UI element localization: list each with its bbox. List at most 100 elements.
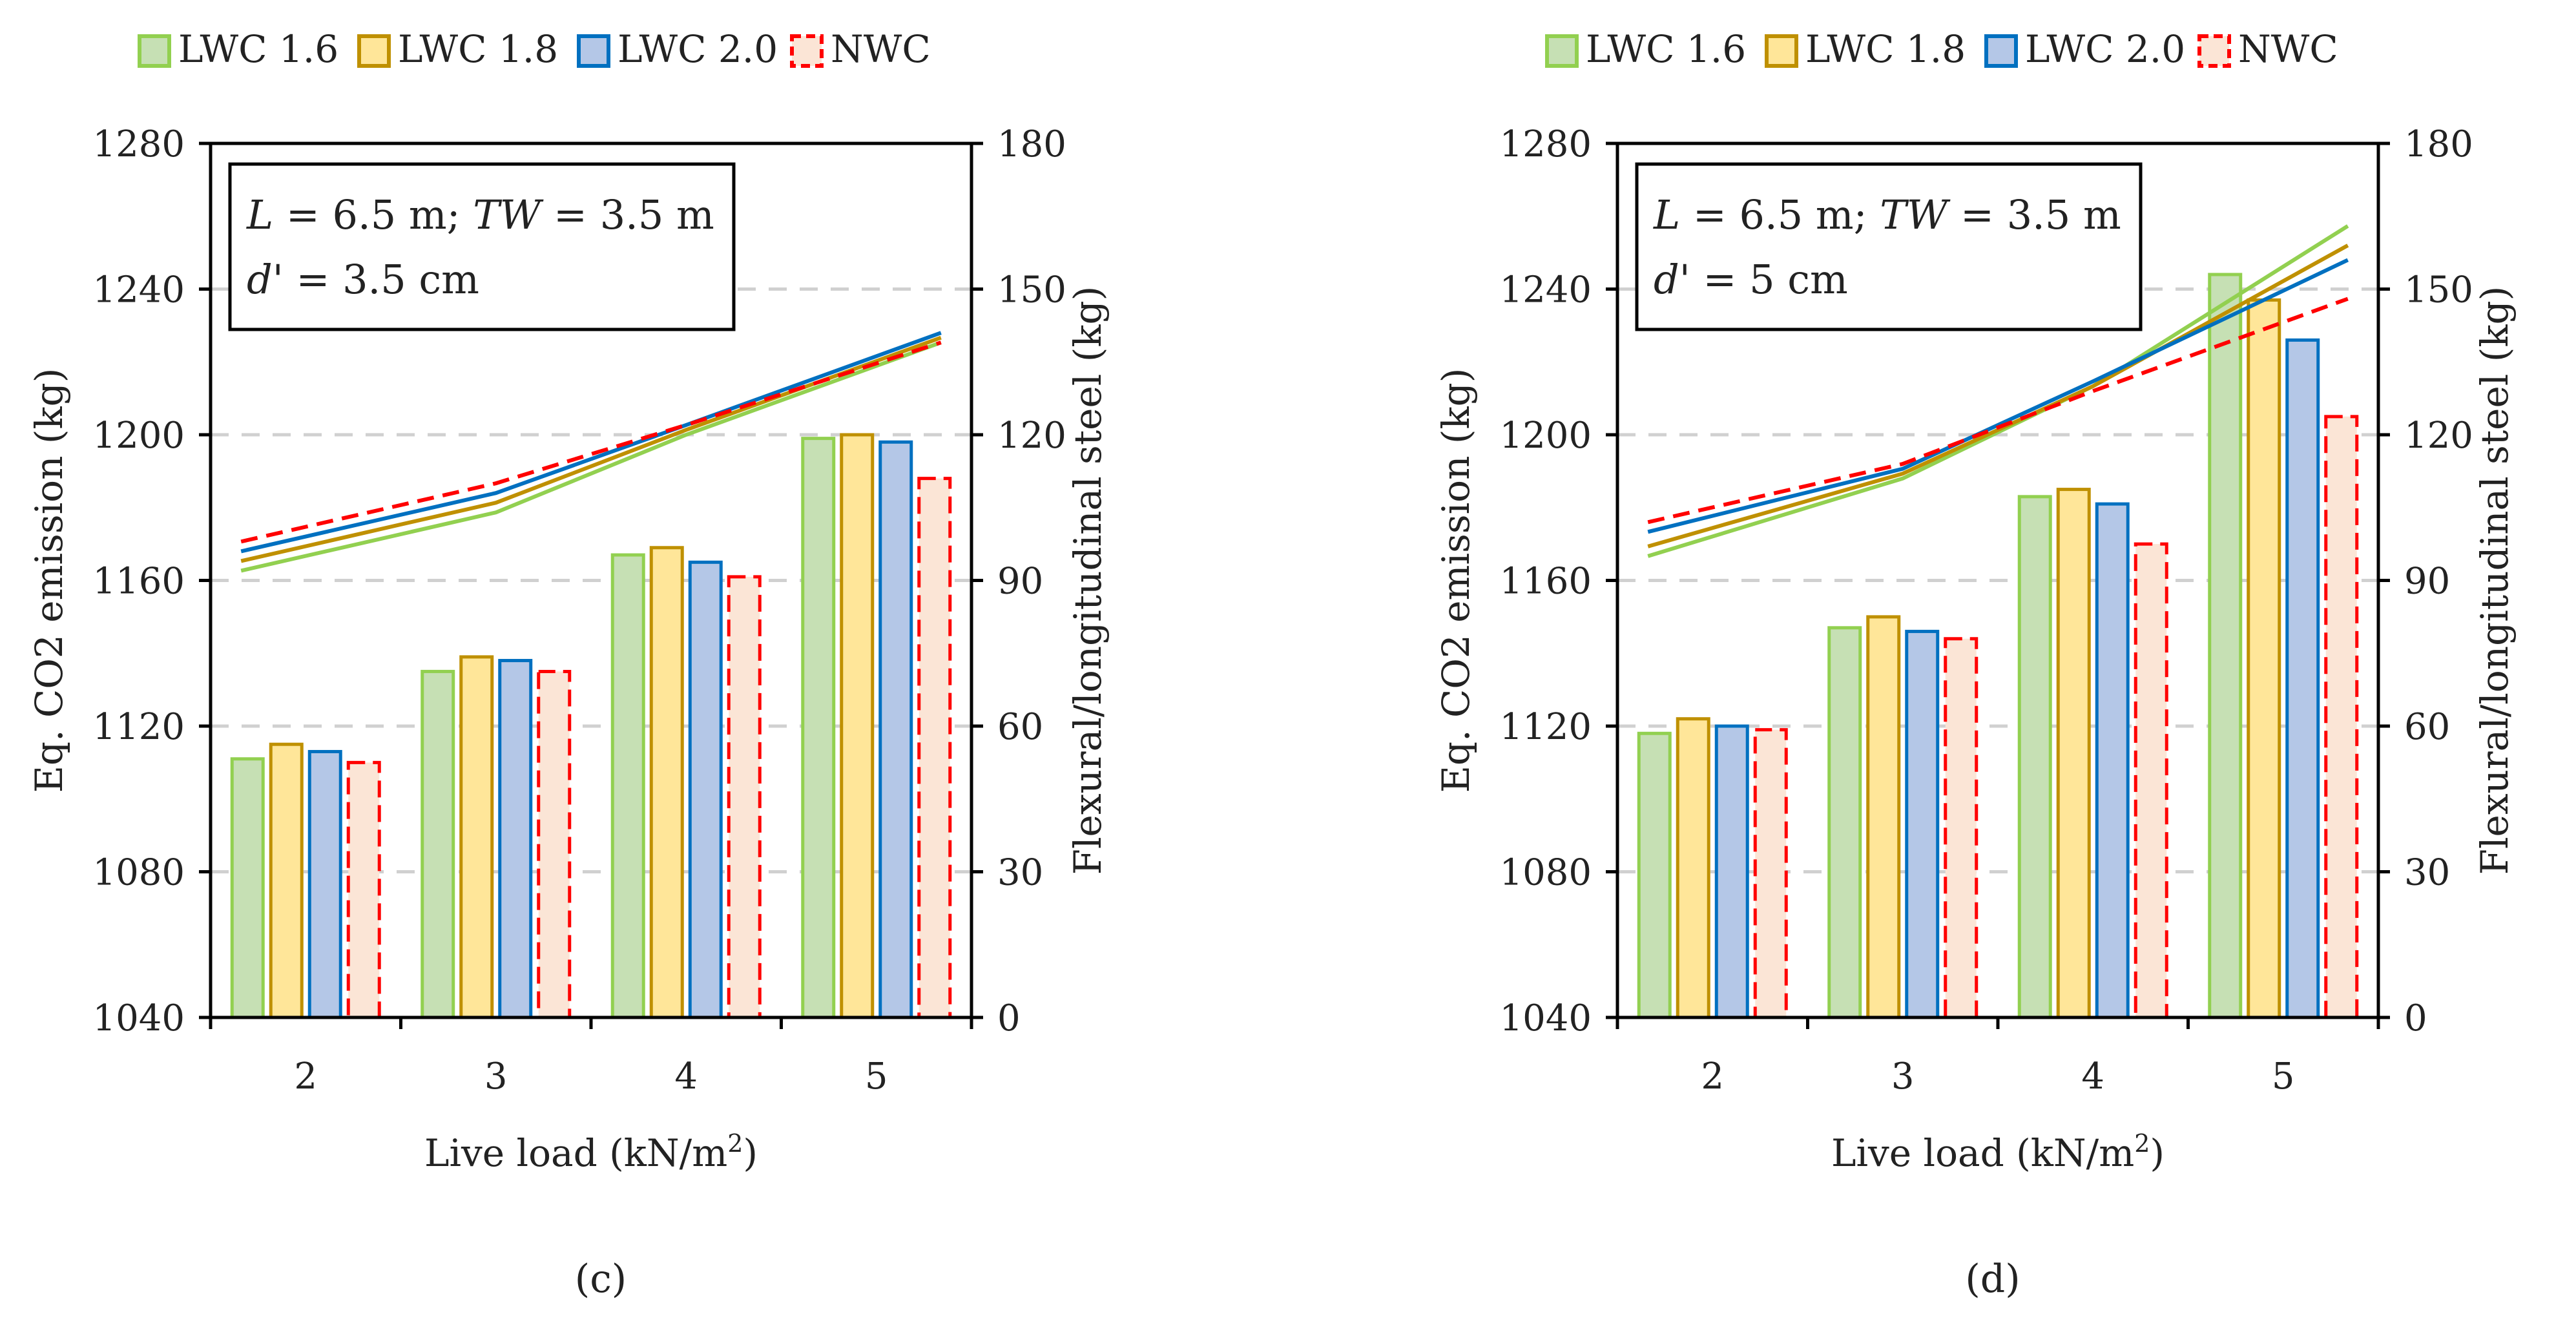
legend-label: LWC 1.8 bbox=[1805, 27, 1966, 71]
legend-swatch-lwc-2-0 bbox=[577, 34, 610, 68]
y-tick-label: 1200 bbox=[92, 415, 185, 457]
bar-lwc-2-0-4 bbox=[2095, 502, 2130, 1019]
y-tick-label: 1280 bbox=[92, 123, 185, 165]
annotation-box bbox=[228, 162, 736, 331]
y-tick-label: 1120 bbox=[92, 706, 185, 748]
x-tick-label: 3 bbox=[484, 1056, 508, 1098]
legend-label: LWC 2.0 bbox=[2025, 27, 2185, 71]
bar-nwc-4 bbox=[2134, 542, 2168, 1019]
legend-swatch-lwc-2-0 bbox=[1984, 34, 2018, 68]
bar-lwc-2-0-5 bbox=[2285, 338, 2320, 1019]
annotation-box bbox=[1635, 162, 2143, 331]
bar-nwc-4 bbox=[727, 575, 762, 1019]
y2-tick-label: 90 bbox=[997, 561, 1043, 603]
bar-lwc-2-0-4 bbox=[688, 560, 723, 1019]
legend: LWC 1.6 LWC 1.8 LWC 2.0 NWC bbox=[138, 27, 931, 71]
legend-swatch-nwc bbox=[790, 34, 824, 68]
x-tick-label: 5 bbox=[865, 1056, 888, 1098]
line-lwc-1-6 bbox=[240, 340, 942, 573]
legend-label: LWC 1.6 bbox=[178, 27, 338, 71]
bar-lwc-1-6-2 bbox=[230, 757, 265, 1019]
bar-lwc-1-6-5 bbox=[2208, 273, 2243, 1019]
legend-label: NWC bbox=[831, 27, 931, 71]
x-axis-title: Live load (kN/m2) bbox=[1831, 1129, 2165, 1175]
bar-nwc-5 bbox=[917, 477, 952, 1019]
bar-lwc-2-0-3 bbox=[1905, 629, 1940, 1019]
y2-axis-title: Flexural/longitudinal steel (kg) bbox=[2473, 286, 2517, 875]
y2-tick-label: 180 bbox=[2404, 123, 2473, 165]
annotation-line-1: L = 6.5 m; TW = 3.5 m bbox=[1653, 191, 2121, 238]
legend-label: LWC 1.6 bbox=[1586, 27, 1746, 71]
legend-swatch-lwc-1-6 bbox=[138, 34, 171, 68]
bar-lwc-1-8-2 bbox=[1676, 717, 1710, 1019]
line-lwc-2-0 bbox=[1647, 258, 2349, 534]
y2-tick-label: 30 bbox=[2404, 852, 2450, 894]
line-lwc-1-8 bbox=[1647, 244, 2349, 548]
legend-label: LWC 1.8 bbox=[398, 27, 558, 71]
legend-swatch-lwc-1-8 bbox=[1765, 34, 1798, 68]
annotation-line-2: d' = 5 cm bbox=[1654, 256, 1848, 303]
bar-lwc-1-8-3 bbox=[1866, 615, 1901, 1019]
bar-nwc-3 bbox=[1944, 637, 1979, 1019]
y2-tick-label: 150 bbox=[997, 269, 1066, 311]
y2-axis-title: Flexural/longitudinal steel (kg) bbox=[1066, 286, 1110, 875]
y2-tick-label: 120 bbox=[997, 415, 1066, 457]
bar-nwc-5 bbox=[2324, 415, 2359, 1019]
line-lwc-1-6 bbox=[1647, 224, 2349, 558]
bar-lwc-1-8-3 bbox=[459, 655, 494, 1019]
chart-panel-c: 1040 1080 1120 1160 1200 1240 1280 0 30 60 90 120 15… bbox=[27, 27, 1110, 1302]
bar-lwc-2-0-3 bbox=[498, 659, 533, 1019]
bar-lwc-1-6-5 bbox=[801, 437, 836, 1019]
y2-tick-label: 120 bbox=[2404, 415, 2473, 457]
y2-tick-label: 0 bbox=[997, 997, 1021, 1039]
y-tick-label: 1240 bbox=[92, 269, 185, 311]
bar-lwc-1-6-4 bbox=[2017, 495, 2052, 1019]
panel-label: (c) bbox=[575, 1256, 627, 1302]
legend-swatch-nwc bbox=[2197, 34, 2231, 68]
y2-tick-label: 90 bbox=[2404, 561, 2450, 603]
line-nwc bbox=[240, 340, 942, 544]
y-tick-label: 1280 bbox=[1499, 123, 1592, 165]
chart-panel-d: 1040 1080 1120 1160 1200 1240 1280 0 30 60 90 120 15… bbox=[1434, 27, 2517, 1302]
y-tick-label: 1080 bbox=[92, 852, 185, 894]
bar-lwc-1-6-4 bbox=[610, 553, 645, 1019]
bar-nwc-3 bbox=[537, 669, 572, 1019]
panel-label: (d) bbox=[1965, 1256, 2020, 1302]
annotation-line-1: L = 6.5 m; TW = 3.5 m bbox=[246, 191, 714, 238]
y-axis-title: Eq. CO2 emission (kg) bbox=[1434, 368, 1478, 793]
bar-lwc-2-0-2 bbox=[307, 749, 342, 1019]
bar-lwc-1-6-3 bbox=[421, 669, 455, 1019]
bar-lwc-1-8-5 bbox=[2247, 298, 2281, 1019]
x-tick-label: 2 bbox=[1701, 1056, 1724, 1098]
bar-lwc-1-6-2 bbox=[1637, 731, 1672, 1019]
y-tick-label: 1160 bbox=[92, 561, 185, 603]
y2-tick-label: 0 bbox=[2404, 997, 2427, 1039]
y-tick-label: 1200 bbox=[1499, 415, 1592, 457]
y-tick-label: 1080 bbox=[1499, 852, 1592, 894]
y2-tick-label: 150 bbox=[2404, 269, 2473, 311]
y-tick-label: 1040 bbox=[92, 997, 185, 1039]
legend-swatch-lwc-1-6 bbox=[1545, 34, 1579, 68]
y2-tick-label: 30 bbox=[997, 852, 1043, 894]
bar-lwc-1-6-3 bbox=[1827, 626, 1862, 1019]
bar-nwc-2 bbox=[346, 760, 381, 1019]
x-tick-label: 2 bbox=[294, 1056, 317, 1098]
bar-lwc-1-8-4 bbox=[2056, 488, 2091, 1019]
bar-lwc-2-0-5 bbox=[878, 440, 913, 1019]
legend-label: LWC 2.0 bbox=[618, 27, 778, 71]
bar-lwc-2-0-2 bbox=[1714, 724, 1749, 1019]
y-tick-label: 1120 bbox=[1499, 706, 1592, 748]
bar-lwc-1-8-4 bbox=[649, 546, 684, 1019]
legend: LWC 1.6 LWC 1.8 LWC 2.0 NWC bbox=[1545, 27, 2338, 71]
y2-tick-label: 180 bbox=[997, 123, 1066, 165]
y2-tick-label: 60 bbox=[997, 706, 1043, 748]
x-tick-label: 5 bbox=[2272, 1056, 2295, 1098]
annotation-line-2: d' = 3.5 cm bbox=[247, 256, 479, 303]
bar-nwc-2 bbox=[1753, 728, 1788, 1019]
y-tick-label: 1240 bbox=[1499, 269, 1592, 311]
line-nwc bbox=[1647, 297, 2349, 525]
legend-swatch-lwc-1-8 bbox=[357, 34, 391, 68]
legend-label: NWC bbox=[2238, 27, 2338, 71]
y2-tick-label: 60 bbox=[2404, 706, 2450, 748]
